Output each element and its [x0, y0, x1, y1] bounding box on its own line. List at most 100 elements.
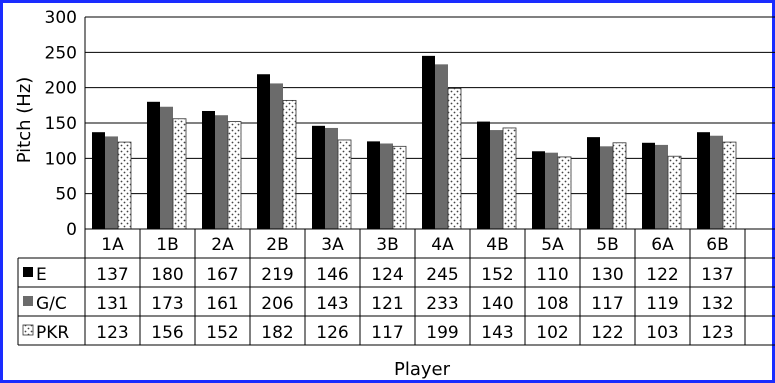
- bar-e-4b: [477, 121, 490, 229]
- bar-gc-5a: [545, 152, 558, 229]
- table-cell-value: 132: [701, 294, 733, 314]
- table-cell-value: 140: [481, 294, 513, 314]
- table-cell-value: 108: [536, 294, 568, 314]
- table-cell-value: 219: [261, 265, 293, 285]
- table-cell-value: 117: [371, 323, 403, 343]
- table-cell-value: 245: [426, 265, 458, 285]
- table-cell-value: 143: [481, 323, 513, 343]
- legend-label: E: [36, 265, 47, 285]
- category-label: 3B: [376, 235, 398, 255]
- bar-pkr-6a: [667, 155, 682, 230]
- table-cell-value: 103: [646, 323, 678, 343]
- bar-gc-6b: [710, 135, 723, 229]
- category-label: 6A: [651, 235, 674, 255]
- bar-gc-2b: [270, 83, 283, 229]
- y-tick-label: 200: [45, 79, 77, 99]
- bar-gc-1b: [160, 106, 173, 229]
- y-tick-label: 50: [55, 185, 77, 205]
- legend-swatch: [22, 324, 34, 336]
- table-cell-value: 119: [646, 294, 678, 314]
- bar-pkr-3a: [337, 139, 352, 230]
- bar-e-5b: [587, 137, 600, 229]
- bar-gc-1a: [105, 136, 118, 229]
- table-cell-value: 122: [646, 265, 678, 285]
- bar-e-1a: [92, 132, 105, 229]
- bar-e-1b: [147, 101, 160, 229]
- legend-label: PKR: [36, 323, 69, 343]
- category-label: 4B: [486, 235, 508, 255]
- bar-gc-2a: [215, 115, 228, 229]
- bar-gc-6a: [655, 144, 668, 229]
- bar-e-2b: [257, 74, 270, 230]
- bar-pkr-5a: [557, 156, 572, 230]
- x-axis-label: Player: [394, 359, 451, 380]
- table-cell-value: 126: [316, 323, 348, 343]
- table-cell-value: 130: [591, 265, 623, 285]
- bar-e-3b: [367, 141, 380, 229]
- table-cell-value: 161: [206, 294, 238, 314]
- bar-e-2a: [202, 110, 215, 229]
- bar-pkr-2a: [227, 121, 242, 230]
- table-cell-value: 117: [591, 294, 623, 314]
- category-label: 3A: [321, 235, 344, 255]
- table-cell-value: 182: [261, 323, 293, 343]
- bar-pkr-5b: [612, 142, 627, 230]
- bar-pkr-2b: [282, 99, 297, 230]
- table-cell-value: 167: [206, 265, 238, 285]
- category-label: 5A: [541, 235, 564, 255]
- table-cell-value: 152: [206, 323, 238, 343]
- bar-e-4a: [422, 55, 435, 229]
- table-cell-value: 146: [316, 265, 348, 285]
- table-cell-value: 143: [316, 294, 348, 314]
- category-label: 5B: [596, 235, 618, 255]
- category-label: 4A: [431, 235, 454, 255]
- table-cell-value: 233: [426, 294, 458, 314]
- table-cell-value: 121: [371, 294, 403, 314]
- bar-gc-3b: [380, 143, 393, 229]
- bar-gc-3a: [325, 127, 338, 229]
- legend-label: G/C: [36, 294, 67, 314]
- y-tick-label: 100: [45, 149, 77, 169]
- table-cell-value: 199: [426, 323, 458, 343]
- bar-pkr-4a: [447, 87, 462, 230]
- category-label: 2B: [266, 235, 288, 255]
- table-cell-value: 123: [96, 323, 128, 343]
- category-label: 2A: [211, 235, 234, 255]
- bar-pkr-3b: [392, 145, 407, 230]
- bar-gc-4b: [490, 130, 503, 229]
- bar-pkr-1b: [172, 118, 187, 230]
- table-cell-value: 173: [151, 294, 183, 314]
- y-tick-label: 0: [66, 220, 77, 240]
- category-label: 6B: [706, 235, 728, 255]
- table-cell-value: 110: [536, 265, 568, 285]
- table-cell-value: 102: [536, 323, 568, 343]
- bar-e-6b: [697, 132, 710, 229]
- bar-gc-5b: [600, 146, 613, 229]
- category-label: 1A: [101, 235, 124, 255]
- table-cell-value: 156: [151, 323, 183, 343]
- table-cell-value: 137: [701, 265, 733, 285]
- bar-pkr-6b: [722, 141, 737, 230]
- y-axis-label: Pitch (Hz): [14, 77, 35, 164]
- bar-pkr-4b: [502, 127, 517, 230]
- y-tick-label: 300: [45, 8, 77, 28]
- y-tick-label: 150: [45, 114, 77, 134]
- category-label: 1B: [156, 235, 178, 255]
- legend-swatch: [23, 296, 33, 306]
- table-cell-value: 180: [151, 265, 183, 285]
- legend-swatch: [23, 267, 33, 277]
- table-cell-value: 123: [701, 323, 733, 343]
- bar-e-6a: [642, 142, 655, 229]
- bar-e-5a: [532, 151, 545, 229]
- table-cell-value: 152: [481, 265, 513, 285]
- bar-gc-4a: [435, 64, 448, 229]
- table-cell-value: 122: [591, 323, 623, 343]
- y-tick-label: 250: [45, 43, 77, 63]
- table-cell-value: 124: [371, 265, 403, 285]
- table-cell-value: 131: [96, 294, 128, 314]
- bar-e-3a: [312, 125, 325, 229]
- table-cell-value: 206: [261, 294, 293, 314]
- bar-pkr-1a: [117, 141, 132, 230]
- table-cell-value: 137: [96, 265, 128, 285]
